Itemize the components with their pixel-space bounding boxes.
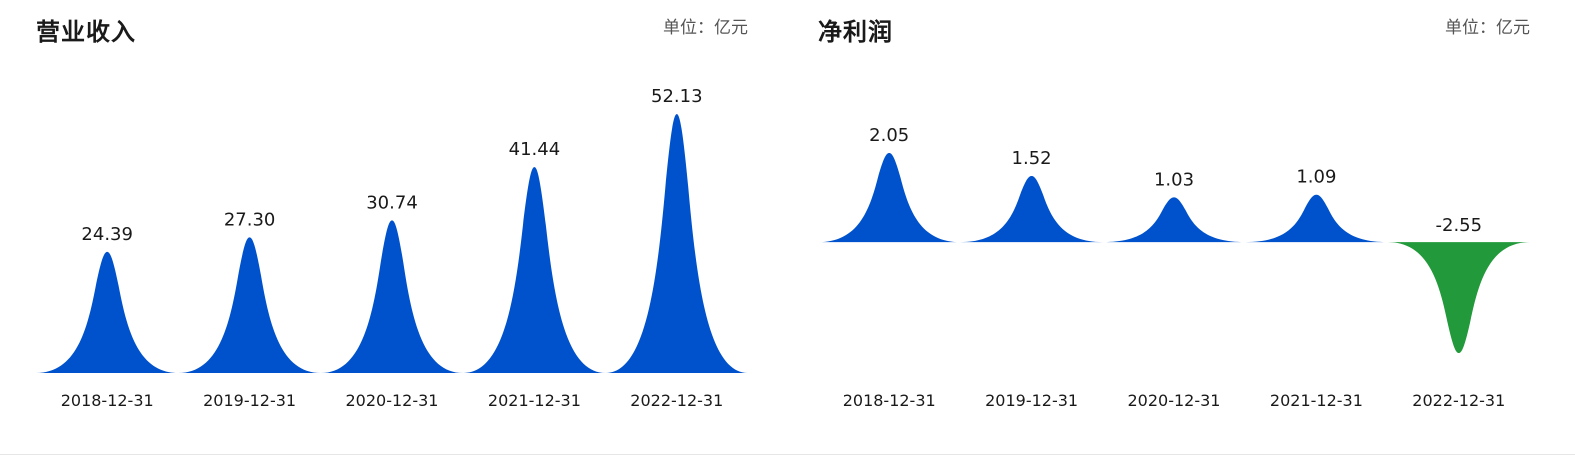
chart-peak-2022-12-31 xyxy=(1387,242,1530,353)
category-label: 2019-12-31 xyxy=(203,391,296,410)
profit-title: 净利润 xyxy=(818,18,893,46)
value-label: 41.44 xyxy=(509,139,561,160)
value-label: 1.09 xyxy=(1296,167,1336,188)
value-label: 24.39 xyxy=(81,224,133,245)
value-label: 1.03 xyxy=(1154,169,1194,190)
category-label: 2021-12-31 xyxy=(1270,391,1363,410)
revenue-unit-label: 单位：亿元 xyxy=(663,18,748,38)
value-label: 30.74 xyxy=(366,192,418,213)
profit-unit-label: 单位：亿元 xyxy=(1445,18,1530,38)
chart-peak-2022-12-31 xyxy=(605,114,748,373)
category-label: 2018-12-31 xyxy=(61,391,154,410)
category-label: 2022-12-31 xyxy=(630,391,723,410)
category-label: 2021-12-31 xyxy=(488,391,581,410)
chart-peak-2018-12-31 xyxy=(818,153,961,243)
chart-peak-2019-12-31 xyxy=(178,237,321,373)
chart-peak-2019-12-31 xyxy=(960,176,1103,243)
value-label: 52.13 xyxy=(651,86,703,107)
chart-peak-2021-12-31 xyxy=(1245,194,1388,243)
category-label: 2020-12-31 xyxy=(346,391,439,410)
category-label: 2018-12-31 xyxy=(843,391,936,410)
profit-panel: 净利润 单位：亿元 2.05 2018-12-31 1.52 2019-12-31 1.… xyxy=(782,0,1542,455)
value-label: 2.05 xyxy=(869,125,909,146)
revenue-chart: 24.39 2018-12-31 27.30 2019-12-31 30.74 2020-… xyxy=(36,86,748,410)
category-label: 2019-12-31 xyxy=(985,391,1078,410)
chart-peak-2020-12-31 xyxy=(320,220,464,373)
chart-peak-2018-12-31 xyxy=(36,251,179,373)
chart-peak-2021-12-31 xyxy=(463,167,606,373)
category-label: 2020-12-31 xyxy=(1128,391,1221,410)
value-label: 27.30 xyxy=(224,209,276,230)
profit-chart: 2.05 2018-12-31 1.52 2019-12-31 1.03 2020-12-… xyxy=(818,125,1530,410)
chart-peak-2020-12-31 xyxy=(1102,197,1246,243)
bottom-divider xyxy=(0,454,1575,455)
value-label: -2.55 xyxy=(1436,215,1483,236)
value-label: 1.52 xyxy=(1012,148,1052,169)
revenue-title: 营业收入 xyxy=(36,18,136,46)
category-label: 2022-12-31 xyxy=(1412,391,1505,410)
revenue-panel: 营业收入 单位：亿元 24.39 2018-12-31 27.30 2019-12-3… xyxy=(0,0,760,455)
